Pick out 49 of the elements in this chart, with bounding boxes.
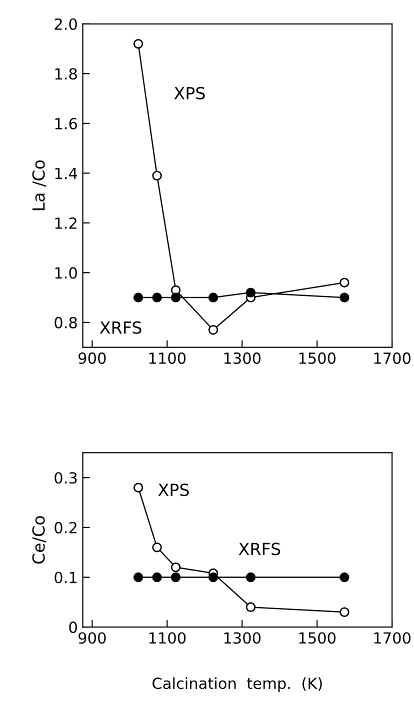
x-tick-label: 900 xyxy=(78,632,106,644)
x-tick-label: 1100 xyxy=(149,632,186,644)
y-tick-label: 0 xyxy=(69,622,77,634)
point xyxy=(208,572,218,582)
point xyxy=(340,607,350,617)
point xyxy=(340,292,350,302)
x-tick-label: 1700 xyxy=(374,632,410,644)
point xyxy=(246,572,256,582)
y-tick-label: 1.6 xyxy=(55,118,77,130)
y-axis-title: La /Co xyxy=(32,160,46,210)
point xyxy=(133,482,144,492)
x-axis-title: Calcination temp. (K) xyxy=(152,677,322,692)
point xyxy=(340,278,350,288)
y-tick-label: 0.1 xyxy=(54,572,77,584)
point xyxy=(246,602,256,612)
x-tick-label: 1300 xyxy=(224,632,261,644)
point xyxy=(133,38,144,49)
y-axis-title: Ce/Co xyxy=(32,516,46,564)
point xyxy=(152,542,162,552)
point xyxy=(170,572,181,582)
x-tick-label: 1100 xyxy=(149,352,186,364)
point xyxy=(133,292,144,302)
point xyxy=(152,170,162,181)
y-tick-label: 1.2 xyxy=(55,217,76,229)
y-tick-label: 1.4 xyxy=(55,168,78,179)
x-tick-label: 1500 xyxy=(299,632,336,644)
point xyxy=(170,562,181,572)
point xyxy=(208,292,218,302)
x-tick-label: 1300 xyxy=(224,352,261,364)
y-tick-label: 0.2 xyxy=(54,522,76,534)
y-tick-label: 1.0 xyxy=(55,267,77,279)
point xyxy=(340,572,350,582)
point xyxy=(246,288,256,298)
x-tick-label: 1500 xyxy=(299,352,336,364)
series-label: XPS xyxy=(174,86,205,100)
point xyxy=(152,572,162,582)
point xyxy=(152,292,162,302)
y-tick-label: 0.8 xyxy=(54,316,77,328)
series-label: XPS xyxy=(158,484,189,496)
x-tick-label: 1700 xyxy=(374,352,410,364)
point xyxy=(170,292,181,302)
series-label: XRFS xyxy=(238,542,280,556)
y-tick-label: 0.3 xyxy=(54,472,77,484)
x-tick-label: 900 xyxy=(78,352,106,364)
point xyxy=(133,572,144,582)
y-tick-label: 1.8 xyxy=(55,68,77,80)
point xyxy=(208,325,218,335)
y-tick-label: 2.0 xyxy=(54,18,77,30)
series-label: XRFS xyxy=(100,321,142,334)
